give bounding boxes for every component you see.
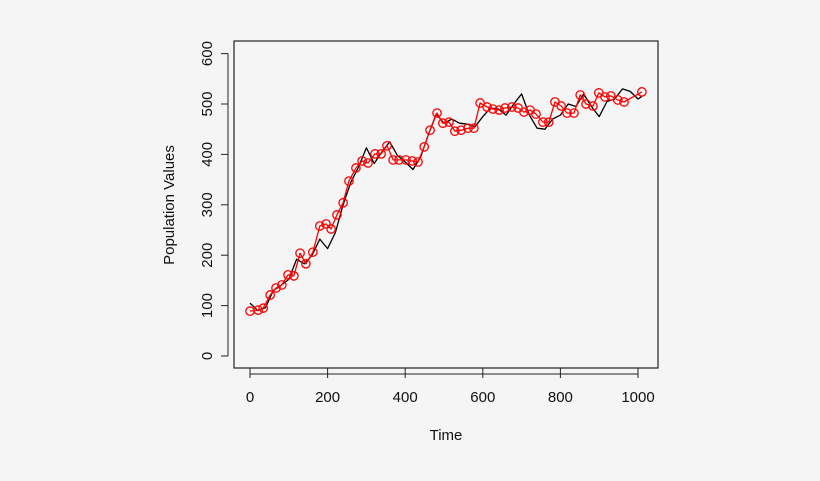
data-point-marker — [376, 149, 386, 159]
data-point-marker — [637, 87, 647, 97]
x-tick-label: 600 — [470, 389, 495, 406]
x-axis: 0 200 400 600 800 1000 — [246, 368, 655, 406]
data-point-marker — [326, 224, 336, 234]
data-point-marker — [507, 102, 517, 112]
y-tick-label: 300 — [199, 192, 216, 217]
data-point-marker — [253, 305, 263, 315]
x-tick-label: 1000 — [621, 389, 654, 406]
data-point-marker — [301, 258, 311, 269]
data-point-marker — [569, 108, 579, 118]
data-point-marker — [258, 303, 269, 313]
data-point-marker — [425, 125, 435, 136]
data-point-marker — [351, 163, 361, 173]
data-point-marker — [314, 221, 325, 231]
data-point-marker — [271, 283, 281, 293]
data-point-marker — [482, 102, 492, 112]
data-point-marker — [382, 140, 392, 151]
series-observed-line — [249, 88, 643, 312]
y-tick-label: 400 — [199, 142, 216, 167]
data-point-marker — [588, 101, 598, 111]
x-tick-label: 400 — [393, 389, 418, 406]
data-point-marker — [475, 98, 485, 108]
data-point-marker — [419, 141, 430, 152]
data-point-marker — [437, 118, 448, 129]
data-point-marker — [463, 123, 473, 134]
data-point-marker — [562, 108, 572, 118]
data-point-marker — [488, 104, 498, 114]
data-point-marker — [543, 117, 554, 127]
y-tick-label: 500 — [199, 91, 216, 116]
y-tick-label: 200 — [199, 243, 216, 268]
data-point-marker — [394, 155, 404, 165]
data-point-marker — [612, 95, 623, 105]
x-tick-label: 800 — [548, 389, 573, 406]
y-axis-title: Population Values — [161, 145, 178, 265]
data-point-marker — [332, 210, 342, 220]
plot-frame — [233, 40, 659, 369]
series-layer — [245, 87, 647, 316]
data-point-marker — [357, 156, 367, 166]
data-point-marker — [444, 117, 454, 127]
y-tick-label: 0 — [199, 352, 216, 360]
plot-box — [233, 40, 659, 369]
data-point-marker — [321, 219, 331, 229]
data-point-marker — [469, 123, 479, 134]
data-point-marker — [401, 155, 411, 165]
data-point-marker — [500, 103, 510, 113]
data-point-marker — [432, 108, 442, 118]
data-point-marker — [413, 157, 423, 167]
data-point-marker — [605, 91, 616, 101]
data-point-marker — [344, 176, 354, 186]
data-point-marker — [519, 107, 529, 117]
data-point-marker — [308, 247, 318, 258]
data-point-marker — [619, 97, 629, 107]
data-point-marker — [288, 271, 299, 281]
data-point-marker — [538, 117, 548, 127]
data-point-marker — [276, 280, 287, 290]
data-point-marker — [283, 270, 293, 280]
data-point-marker — [494, 105, 504, 115]
data-point-marker — [265, 290, 276, 300]
x-axis-title: Time — [430, 427, 463, 444]
data-point-marker — [531, 109, 541, 119]
data-point-marker — [456, 125, 466, 136]
y-tick-label: 600 — [199, 41, 216, 66]
data-point-marker — [295, 248, 305, 259]
data-point-marker — [388, 155, 399, 165]
data-point-marker — [363, 158, 373, 168]
data-point-marker — [338, 197, 348, 208]
data-point-marker — [407, 156, 418, 166]
x-tick-label: 0 — [246, 389, 254, 406]
data-point-marker — [450, 126, 460, 137]
data-point-marker — [581, 99, 591, 109]
data-point-marker — [600, 92, 610, 102]
y-axis: 0 100 200 300 400 500 600 — [199, 41, 229, 360]
data-point-marker — [575, 90, 586, 100]
data-point-marker — [556, 101, 567, 111]
data-point-marker — [370, 149, 380, 159]
y-tick-label: 100 — [199, 293, 216, 318]
x-tick-label: 200 — [315, 389, 340, 406]
